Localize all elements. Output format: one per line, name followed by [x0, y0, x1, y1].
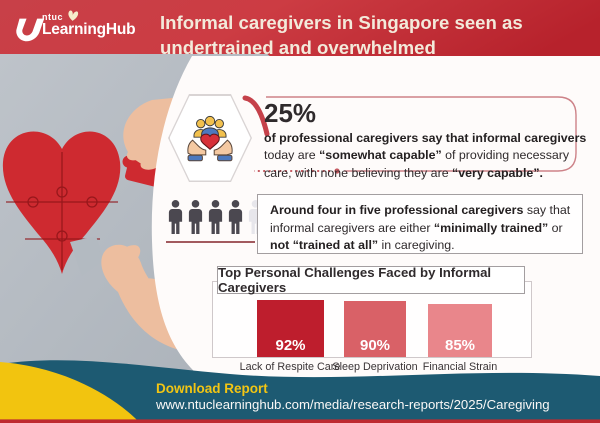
- logo-u-icon: [16, 18, 45, 42]
- footer-band: [0, 360, 600, 423]
- bar-financial-strain: 85%: [428, 304, 492, 357]
- bar-category-label: Sleep Deprivation: [332, 361, 418, 373]
- people-underline: [166, 241, 255, 243]
- bar-lack-of-respite-care: 92%: [257, 300, 324, 357]
- person-icon: [188, 200, 203, 235]
- logo-brand-top: ntuc: [42, 12, 63, 22]
- ntuc-learninghub-logo: ntuc LearningHub: [16, 9, 136, 42]
- page-title: Informal caregivers in Singapore seen as…: [160, 12, 523, 58]
- chart-title: Top Personal Challenges Faced by Informa…: [218, 265, 492, 295]
- stat-capability-value: 25%: [264, 98, 317, 128]
- hands-holding-people-heart-icon: [187, 115, 233, 162]
- bar-category-label: Lack of Respite Care: [239, 361, 341, 373]
- download-report-label: Download Report: [156, 381, 268, 396]
- bar-category-label: Financial Strain: [422, 361, 498, 373]
- stat-capability-block: 25% of professional caregivers say that …: [264, 99, 590, 182]
- bar-value-label: 85%: [444, 337, 476, 354]
- chart-title-box: Top Personal Challenges Faced by Informa…: [217, 265, 525, 295]
- stat-frame-decoration: [242, 95, 577, 174]
- stat-capability-text: of professional caregivers say that info…: [264, 130, 587, 180]
- bar-value-label: 92%: [275, 337, 306, 354]
- butterfly-icon: [68, 10, 79, 21]
- person-icon: [168, 200, 183, 235]
- stat-training-block: Around four in five professional caregiv…: [257, 194, 583, 254]
- bar-sleep-deprivation: 90%: [344, 301, 406, 357]
- person-icon: [228, 200, 243, 235]
- person-icon: [208, 200, 223, 235]
- people-icons-row: [167, 198, 264, 238]
- report-url-link[interactable]: www.ntuclearninghub.com/media/research-r…: [156, 397, 550, 412]
- bar-group: 92% 90% 85%: [212, 281, 532, 357]
- bar-value-label: 90%: [359, 337, 391, 354]
- stat-training-text: Around four in five professional caregiv…: [270, 203, 571, 253]
- logo-brand-main: LearningHub: [42, 21, 136, 38]
